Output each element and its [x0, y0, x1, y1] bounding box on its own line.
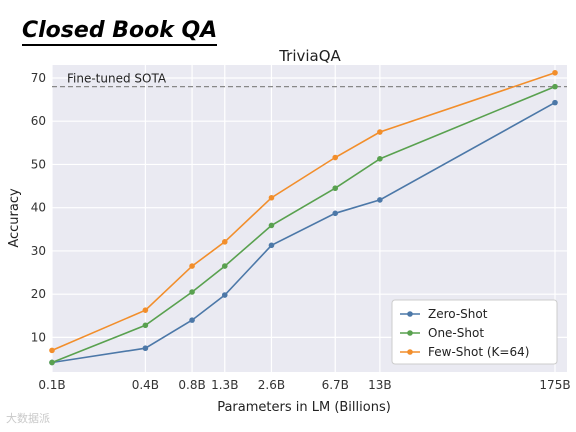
data-point	[552, 83, 558, 90]
data-point	[377, 156, 383, 162]
trivia-qa-chart: Fine-tuned SOTA 0.1B 0.4B 0.8B 1.3B 2.6B 6.7B…	[7, 47, 571, 415]
data-point	[142, 322, 149, 329]
legend-marker	[407, 311, 413, 317]
data-point	[221, 292, 228, 298]
y-tick-label: 10	[31, 330, 46, 344]
data-point	[552, 99, 558, 106]
data-point	[142, 307, 149, 313]
slide-heading: Closed Book QA	[22, 18, 218, 46]
data-point	[189, 263, 195, 269]
legend-marker	[407, 349, 413, 355]
x-tick-label: 175B	[539, 378, 570, 392]
chart-title: TriviaQA	[278, 47, 341, 65]
x-tick-label: 13B	[368, 378, 392, 392]
y-tick-label: 40	[31, 201, 46, 215]
data-point	[268, 242, 275, 249]
y-tick-label: 70	[31, 71, 46, 85]
legend-marker	[407, 330, 413, 336]
watermark: 大数据派	[6, 412, 50, 425]
data-point	[189, 289, 195, 295]
y-tick-label: 60	[31, 114, 46, 128]
x-tick-label: 0.8B	[178, 378, 205, 392]
chart-container: Fine-tuned SOTA 0.1B 0.4B 0.8B 1.3B 2.6B 6.7B…	[0, 40, 576, 420]
data-point	[268, 222, 275, 229]
legend-label: Zero-Shot	[428, 307, 488, 321]
x-tick-label: 0.4B	[132, 378, 159, 392]
data-point	[332, 154, 339, 161]
legend: Zero-Shot One-Shot Few-Shot (K=64)	[391, 299, 558, 365]
x-tick-label: 6.7B	[322, 378, 349, 392]
y-tick-label: 30	[31, 244, 46, 258]
series-line	[51, 85, 556, 364]
data-point	[189, 317, 195, 323]
y-tick-label: 50	[31, 157, 46, 171]
x-tick-label: 0.1B	[38, 378, 65, 392]
x-axis-label: Parameters in LM (Billions)	[217, 400, 391, 415]
legend-box	[391, 299, 558, 365]
data-point	[49, 347, 55, 354]
x-tick-label: 2.6B	[258, 378, 285, 392]
data-point	[142, 345, 149, 352]
data-point	[552, 69, 558, 76]
y-tick-label: 20	[31, 287, 46, 301]
legend-label: One-Shot	[428, 326, 484, 340]
data-point	[221, 263, 228, 269]
legend-label: Few-Shot (K=64)	[428, 345, 529, 359]
data-point	[49, 359, 55, 366]
data-point	[268, 194, 275, 201]
reference-line-label: Fine-tuned SOTA	[67, 72, 167, 86]
data-point	[221, 239, 228, 245]
data-point	[377, 197, 383, 203]
y-axis-label: Accuracy	[7, 188, 22, 248]
series-line	[51, 72, 556, 352]
data-point	[377, 129, 383, 135]
data-point	[332, 210, 339, 217]
series-line	[51, 101, 556, 364]
x-tick-label: 1.3B	[211, 378, 238, 392]
data-point	[332, 185, 339, 192]
